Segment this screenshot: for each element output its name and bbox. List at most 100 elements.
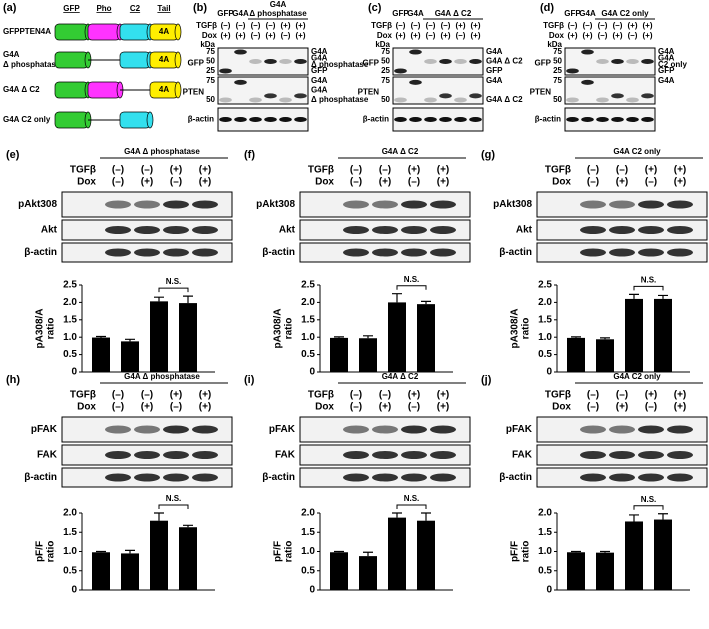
- band-label: Δ phosphatase: [311, 95, 369, 104]
- marker: 50: [553, 57, 562, 66]
- blot-name: pAkt308: [493, 199, 532, 210]
- band: [372, 200, 398, 209]
- band: [566, 97, 579, 103]
- row-value: (–): [613, 21, 623, 30]
- row-value: (–): [251, 21, 261, 30]
- error-bar: [658, 294, 668, 299]
- marker: 75: [381, 76, 390, 85]
- band-label: G4A: [658, 53, 675, 62]
- row-name: TGFβ: [543, 21, 564, 30]
- bar: [121, 553, 139, 590]
- band: [401, 451, 427, 459]
- row-value: (–): [221, 21, 231, 30]
- panel-label: (c): [368, 2, 382, 14]
- bar: [596, 339, 614, 372]
- annotation: N.S.: [404, 275, 420, 284]
- band: [424, 117, 437, 122]
- y-axis-label: ratio: [521, 318, 532, 340]
- blot-name: PTEN: [358, 88, 380, 97]
- y-tick-label: 0: [309, 367, 315, 378]
- row-name: Dox: [549, 31, 565, 40]
- row-value: (–): [379, 165, 391, 176]
- bar: [92, 552, 110, 590]
- row-value: (–): [441, 21, 451, 30]
- construct-title: G4A C2 only: [613, 372, 661, 381]
- band: [192, 473, 218, 482]
- bar: [121, 341, 139, 372]
- band: [249, 117, 262, 122]
- error-bar: [629, 293, 639, 299]
- bar: [625, 298, 643, 372]
- panel-label: (d): [540, 2, 554, 14]
- y-axis-label: ratio: [46, 541, 57, 563]
- band: [163, 248, 189, 257]
- band: [134, 451, 160, 459]
- row-value: (–): [587, 177, 599, 188]
- band: [580, 200, 606, 209]
- panel-label: (i): [244, 374, 255, 386]
- row-value: (+): [628, 21, 638, 30]
- band: [638, 473, 664, 482]
- domain: [87, 81, 121, 99]
- significance-bracket: [633, 285, 664, 291]
- row-value: (–): [350, 390, 362, 401]
- band: [430, 226, 456, 234]
- row-value: (+): [616, 402, 629, 413]
- header: G4A: [579, 9, 596, 18]
- blot-name: FAK: [275, 450, 296, 461]
- band: [424, 97, 437, 103]
- row-name: TGFβ: [545, 165, 571, 176]
- row-value: (+): [613, 31, 623, 40]
- blot: [564, 107, 656, 132]
- y-tick-label: 2.0: [63, 297, 77, 308]
- error-bar: [363, 551, 373, 557]
- error-bar: [571, 336, 581, 338]
- y-axis-label: pF/F: [273, 541, 284, 562]
- bar: [179, 527, 197, 590]
- row-value: (–): [112, 390, 124, 401]
- y-axis-label: pA308/A: [510, 308, 521, 348]
- row-value: (–): [645, 177, 657, 188]
- y-axis-label: pF/F: [35, 541, 46, 562]
- row-value: (–): [141, 165, 153, 176]
- band: [439, 93, 452, 99]
- band: [134, 425, 160, 434]
- construct-name: G4A C2 only: [3, 115, 51, 124]
- significance-bracket: [633, 505, 664, 510]
- band: [249, 59, 262, 64]
- marker: 25: [206, 66, 215, 75]
- band: [596, 117, 609, 122]
- panel-label: (a): [3, 2, 17, 14]
- row-value: (+): [296, 31, 306, 40]
- error-bar: [334, 336, 344, 338]
- annotation: N.S.: [404, 494, 420, 503]
- kda: kDa: [547, 40, 562, 49]
- error-bar: [392, 293, 402, 303]
- row-value: (+): [674, 165, 687, 176]
- band-label: G4A: [311, 47, 328, 56]
- bar: [388, 302, 406, 372]
- band-label: G4A: [486, 76, 503, 85]
- band: [372, 226, 398, 234]
- band: [626, 117, 639, 122]
- annotation: N.S.: [641, 276, 657, 285]
- y-tick-label: 1.5: [538, 527, 552, 538]
- band: [609, 473, 635, 482]
- band: [581, 49, 594, 55]
- row-value: (+): [170, 390, 183, 401]
- y-tick-label: 2.0: [538, 508, 552, 519]
- band: [638, 425, 664, 434]
- row-value: (–): [251, 31, 261, 40]
- y-tick-label: 2.5: [63, 280, 77, 291]
- blot: [392, 107, 484, 132]
- row-value: (+): [199, 165, 212, 176]
- error-bar: [96, 550, 106, 553]
- band: [469, 93, 482, 99]
- error-bar: [600, 550, 610, 553]
- bar: [625, 521, 643, 590]
- header: G4A: [270, 0, 287, 9]
- row-name: Dox: [315, 402, 334, 413]
- band: [234, 79, 247, 85]
- domain-end: [146, 111, 154, 129]
- blot-name: GFP: [188, 59, 205, 68]
